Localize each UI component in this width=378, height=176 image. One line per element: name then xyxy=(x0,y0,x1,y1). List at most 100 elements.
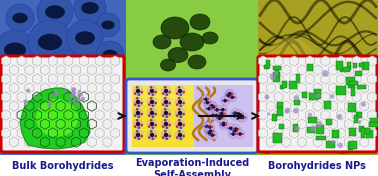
Polygon shape xyxy=(25,119,34,129)
Circle shape xyxy=(239,113,247,122)
FancyBboxPatch shape xyxy=(302,92,307,98)
Polygon shape xyxy=(40,65,50,75)
Circle shape xyxy=(164,108,166,111)
Circle shape xyxy=(154,91,157,93)
Circle shape xyxy=(220,124,222,126)
Circle shape xyxy=(150,130,152,133)
Circle shape xyxy=(178,130,181,133)
Circle shape xyxy=(182,113,185,115)
Circle shape xyxy=(206,127,215,136)
Polygon shape xyxy=(360,83,369,93)
Circle shape xyxy=(209,126,211,127)
Circle shape xyxy=(178,122,182,126)
Circle shape xyxy=(274,70,278,75)
FancyBboxPatch shape xyxy=(289,81,297,89)
Circle shape xyxy=(64,89,66,92)
Circle shape xyxy=(224,91,233,100)
Polygon shape xyxy=(336,56,345,66)
Circle shape xyxy=(223,114,225,116)
Circle shape xyxy=(71,87,76,92)
Circle shape xyxy=(148,92,150,95)
Circle shape xyxy=(136,130,138,133)
Circle shape xyxy=(209,111,218,120)
Circle shape xyxy=(164,119,166,122)
Circle shape xyxy=(175,118,186,130)
Circle shape xyxy=(4,86,32,114)
Polygon shape xyxy=(79,56,88,66)
Circle shape xyxy=(138,93,140,96)
Circle shape xyxy=(215,114,224,123)
FancyBboxPatch shape xyxy=(357,85,366,89)
Circle shape xyxy=(201,95,211,104)
Circle shape xyxy=(214,109,215,111)
Polygon shape xyxy=(360,101,369,111)
Circle shape xyxy=(207,130,209,132)
Circle shape xyxy=(237,133,239,135)
Circle shape xyxy=(293,95,299,100)
FancyBboxPatch shape xyxy=(361,128,366,138)
Circle shape xyxy=(161,96,172,108)
Circle shape xyxy=(209,105,210,107)
Circle shape xyxy=(232,93,233,95)
Polygon shape xyxy=(2,128,11,138)
FancyBboxPatch shape xyxy=(282,81,287,88)
Polygon shape xyxy=(95,128,104,138)
Bar xyxy=(126,0,258,155)
Circle shape xyxy=(164,97,166,100)
Circle shape xyxy=(235,113,237,115)
Circle shape xyxy=(54,90,57,93)
Circle shape xyxy=(237,112,241,116)
FancyBboxPatch shape xyxy=(294,100,300,105)
Circle shape xyxy=(235,130,245,139)
Circle shape xyxy=(175,96,186,108)
Polygon shape xyxy=(297,119,307,129)
Circle shape xyxy=(222,116,224,118)
Polygon shape xyxy=(2,74,11,84)
Polygon shape xyxy=(72,83,81,93)
FancyBboxPatch shape xyxy=(312,93,320,99)
FancyBboxPatch shape xyxy=(293,124,298,132)
Text: Evaporation-Induced
Self-Assembly: Evaporation-Induced Self-Assembly xyxy=(135,158,249,176)
Circle shape xyxy=(213,115,215,116)
Polygon shape xyxy=(103,137,112,147)
Polygon shape xyxy=(40,83,50,93)
Circle shape xyxy=(206,126,208,128)
Polygon shape xyxy=(360,119,369,129)
Circle shape xyxy=(9,62,41,94)
FancyBboxPatch shape xyxy=(273,72,280,82)
Polygon shape xyxy=(344,65,353,75)
Circle shape xyxy=(140,135,143,137)
Circle shape xyxy=(136,86,138,89)
Circle shape xyxy=(45,50,85,90)
Circle shape xyxy=(221,108,225,111)
FancyBboxPatch shape xyxy=(316,136,325,140)
Ellipse shape xyxy=(153,35,171,49)
Circle shape xyxy=(234,111,237,115)
Circle shape xyxy=(43,83,67,107)
Circle shape xyxy=(178,86,181,89)
Circle shape xyxy=(136,89,140,93)
Circle shape xyxy=(150,100,154,104)
Ellipse shape xyxy=(101,20,115,30)
Circle shape xyxy=(161,108,172,118)
Circle shape xyxy=(85,57,115,87)
Circle shape xyxy=(218,115,222,119)
Circle shape xyxy=(204,104,213,113)
Circle shape xyxy=(221,96,229,105)
Polygon shape xyxy=(313,119,322,129)
Polygon shape xyxy=(313,83,322,93)
Circle shape xyxy=(80,93,83,96)
Circle shape xyxy=(148,136,150,139)
Circle shape xyxy=(37,0,73,30)
Circle shape xyxy=(6,4,34,32)
FancyBboxPatch shape xyxy=(277,102,283,107)
Circle shape xyxy=(164,86,166,89)
Circle shape xyxy=(150,86,152,89)
Polygon shape xyxy=(33,128,42,138)
Polygon shape xyxy=(313,101,322,111)
Polygon shape xyxy=(305,110,314,120)
Bar xyxy=(132,85,194,105)
Circle shape xyxy=(19,104,51,136)
Circle shape xyxy=(162,92,164,95)
Polygon shape xyxy=(352,128,361,138)
